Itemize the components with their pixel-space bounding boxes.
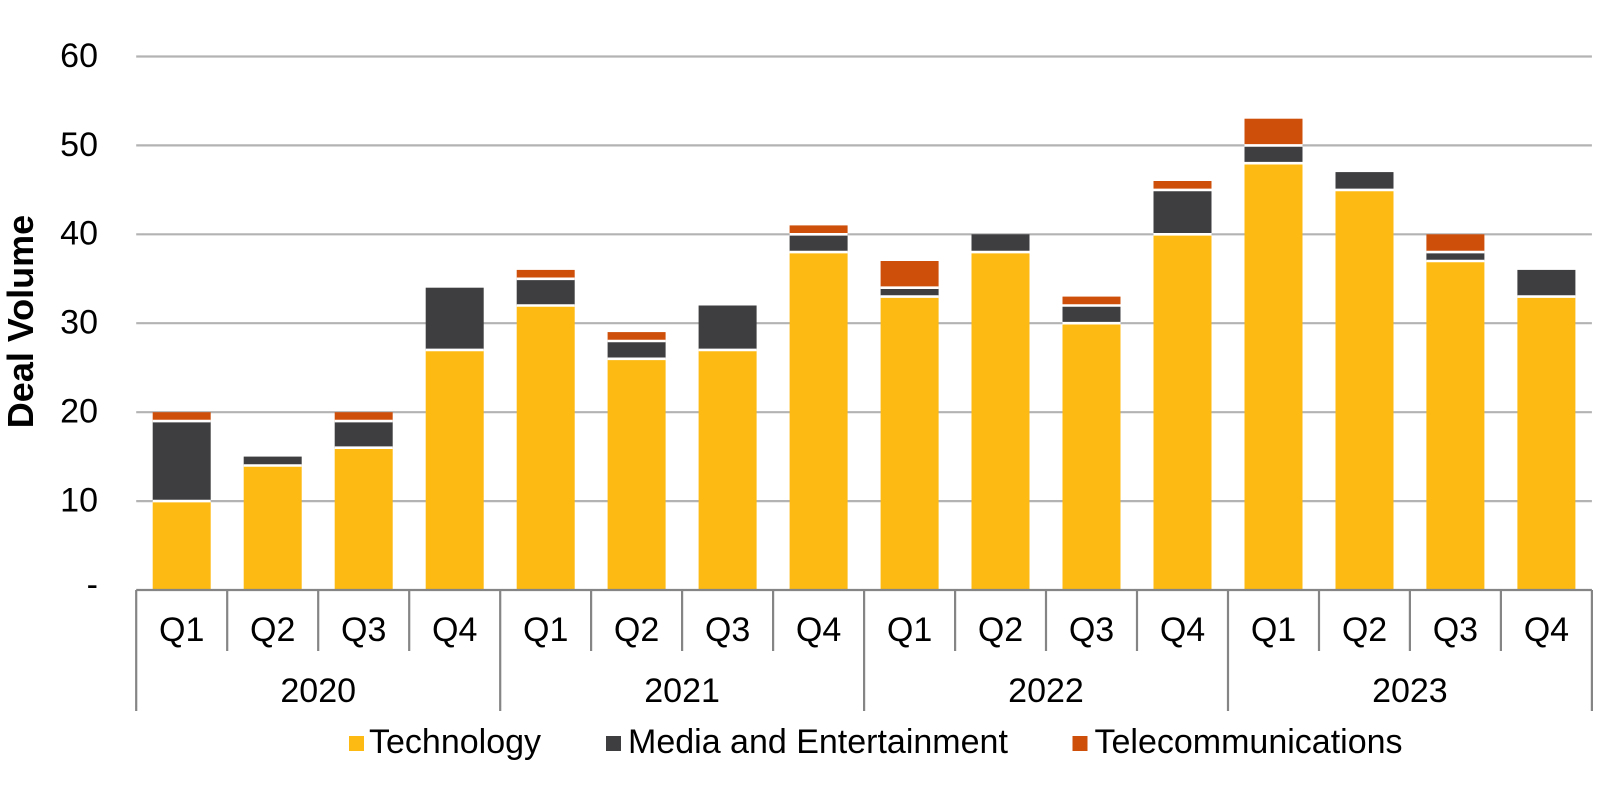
svg-text:Deal Volume: Deal Volume [0, 215, 41, 428]
svg-text:Q4: Q4 [1524, 611, 1569, 649]
svg-text:Q2: Q2 [614, 611, 659, 649]
svg-text:Telecommunications: Telecommunications [1095, 723, 1403, 761]
svg-text:Q4: Q4 [1160, 611, 1205, 649]
svg-text:2023: 2023 [1372, 672, 1448, 710]
svg-text:2020: 2020 [280, 672, 356, 710]
svg-text:40: 40 [60, 215, 98, 253]
svg-text:Technology: Technology [369, 723, 541, 761]
svg-text:Q2: Q2 [1342, 611, 1387, 649]
svg-text:50: 50 [60, 126, 98, 164]
svg-text:2022: 2022 [1008, 672, 1084, 710]
svg-text:20: 20 [60, 393, 98, 431]
svg-text:Q3: Q3 [1069, 611, 1114, 649]
svg-text:Media and Entertainment: Media and Entertainment [628, 723, 1008, 761]
svg-text:30: 30 [60, 304, 98, 342]
svg-text:Q3: Q3 [341, 611, 386, 649]
svg-text:2021: 2021 [644, 672, 720, 710]
svg-text:10: 10 [60, 482, 98, 520]
svg-text:Q1: Q1 [523, 611, 568, 649]
svg-text:Q2: Q2 [978, 611, 1023, 649]
svg-text:Q4: Q4 [796, 611, 841, 649]
svg-text:Q2: Q2 [250, 611, 295, 649]
svg-text:Q1: Q1 [159, 611, 204, 649]
svg-text:60: 60 [60, 37, 98, 75]
svg-text:Q1: Q1 [1251, 611, 1296, 649]
svg-text:Q1: Q1 [887, 611, 932, 649]
svg-text:Q3: Q3 [705, 611, 750, 649]
svg-text:Q4: Q4 [432, 611, 477, 649]
svg-text:-: - [87, 566, 98, 604]
svg-text:Q3: Q3 [1433, 611, 1478, 649]
